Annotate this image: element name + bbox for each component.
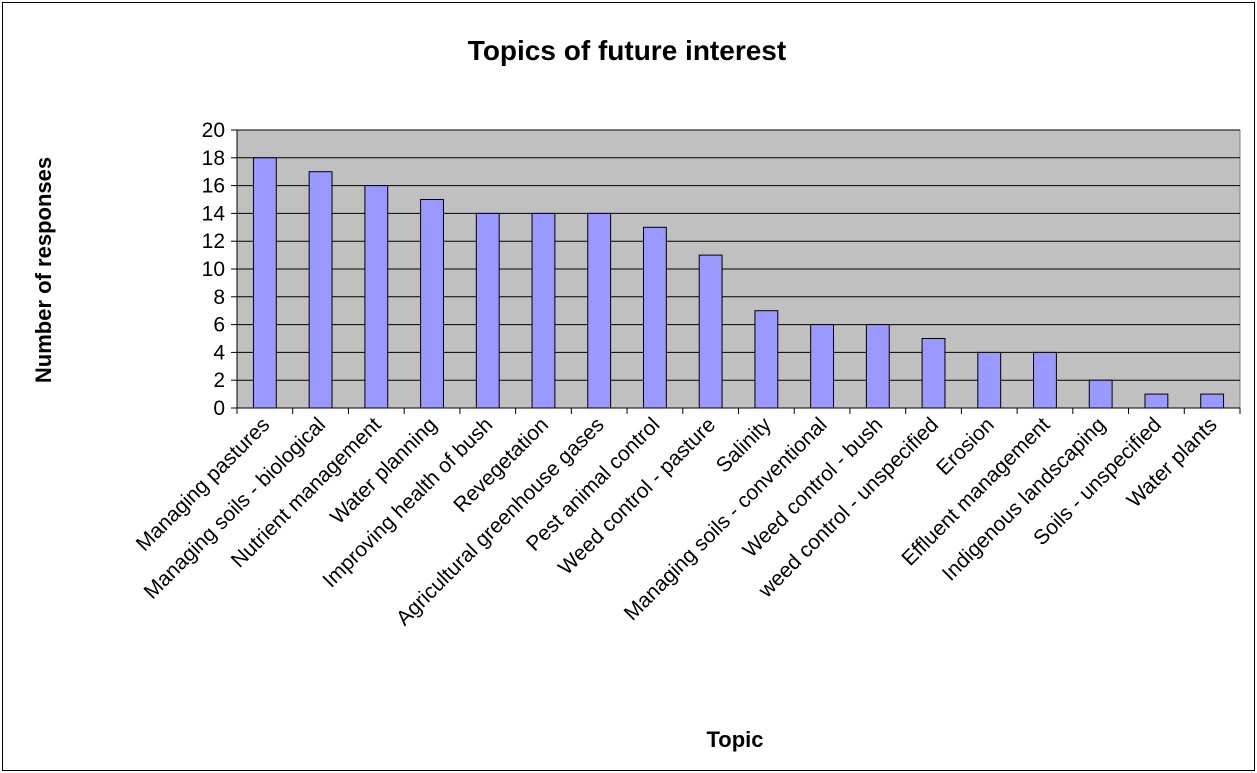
bar [1200,393,1225,409]
bar [420,199,444,409]
bar [531,212,556,409]
bar [1144,393,1169,409]
bar [252,157,277,409]
bar [810,324,835,409]
chart-title: Topics of future interest [468,35,786,66]
bar [698,254,723,409]
y-tick-labels: 0 2 4 6 8 10 12 14 16 18 20 [202,119,226,420]
bar [308,171,333,409]
bar [364,185,389,409]
y-tick-label: 20 [202,119,225,142]
x-axis-title: Topic [706,727,763,752]
bar [642,226,667,409]
y-tick-label: 6 [213,314,225,337]
y-tick-label: 12 [202,230,225,253]
y-tick-label: 8 [213,286,225,309]
y-tick-label: 4 [213,341,225,364]
bar [754,310,779,409]
y-tick-label: 0 [213,397,225,420]
x-tick-label: Managing soils - conventional [620,413,832,625]
axes [231,129,1241,414]
y-tick-label: 16 [202,175,225,198]
bar [1088,379,1113,409]
gridlines [237,129,1240,381]
bars [252,157,1225,409]
bar [921,338,946,409]
bar [1033,351,1057,409]
bar [977,351,1002,409]
y-axis-title: Number of responses [31,157,56,383]
y-tick-label: 10 [202,258,225,281]
y-tick-label: 14 [202,202,226,225]
y-tick-label: 18 [202,147,225,170]
y-tick-label: 2 [213,369,225,392]
bar [587,212,612,409]
bar [865,324,890,409]
bar [475,212,500,409]
